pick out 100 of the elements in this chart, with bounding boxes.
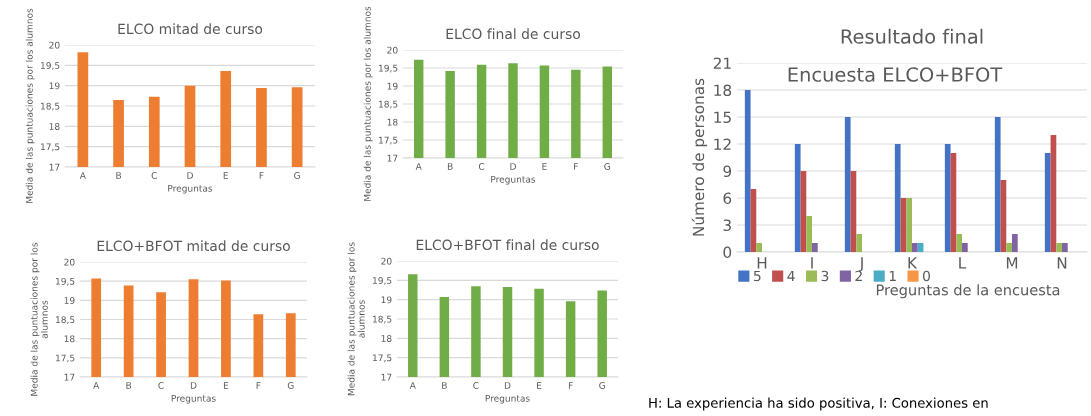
y-tick-label: 15 xyxy=(714,111,731,124)
y-tick-label: 18,5 xyxy=(56,316,75,324)
text: H: La experiencia ha sido positiva, I: Conexiones en xyxy=(649,397,988,411)
bar xyxy=(894,144,901,252)
y-tick-label: 18 xyxy=(49,123,60,130)
bar xyxy=(806,216,812,252)
chart-title: ELCO+BFOT mitad de curso xyxy=(97,240,290,252)
y-tick-label: 18 xyxy=(714,84,732,97)
x-tick-label: D xyxy=(510,163,516,170)
y-tick-label: 17,5 xyxy=(379,136,398,145)
bar xyxy=(994,117,1001,252)
y-tick-label: 17 xyxy=(49,163,60,171)
y-tick-label: 19 xyxy=(64,297,75,304)
y-tick-label: 21 xyxy=(713,57,731,69)
y-tick-label: 20 xyxy=(381,257,392,265)
legend-label: 0 xyxy=(922,270,930,282)
y-tick-label: 17,5 xyxy=(41,143,60,152)
bar xyxy=(1056,243,1062,252)
x-axis-title: Preguntas xyxy=(491,176,536,185)
x-tick-label: F xyxy=(568,382,573,389)
bar xyxy=(812,243,818,252)
y-tick-label: 19 xyxy=(49,82,60,90)
bar xyxy=(844,117,851,252)
x-axis-title: Preguntas xyxy=(168,185,213,194)
bar xyxy=(962,243,968,252)
y-tick-label: 19,5 xyxy=(56,277,75,286)
x-tick-label: L xyxy=(959,257,967,269)
bar xyxy=(856,234,862,252)
x-tick-label: E xyxy=(537,382,542,389)
y-axis-title: Media de las puntuaciones por los alumnos xyxy=(363,6,373,201)
x-tick-label: B xyxy=(126,382,132,389)
y-tick-label: 19 xyxy=(387,82,398,90)
x-tick-label: K xyxy=(908,257,918,269)
x-tick-label: D xyxy=(190,382,197,389)
bar xyxy=(744,90,751,252)
bar xyxy=(1044,153,1051,252)
x-tick-label: E xyxy=(542,163,547,170)
y-axis-title: Número de personas xyxy=(691,78,708,236)
bar xyxy=(944,144,951,252)
y-tick-label: 17,5 xyxy=(56,354,75,363)
chart-subtitle: Encuesta ELCO+BFOT xyxy=(788,67,1003,82)
y-tick-label: 12 xyxy=(714,138,731,150)
bar xyxy=(794,144,801,252)
x-tick-label: A xyxy=(409,382,416,389)
x-tick-label: D xyxy=(187,172,193,179)
x-tick-label: F xyxy=(256,382,261,389)
bar xyxy=(756,243,762,252)
x-tick-label: C xyxy=(478,163,485,170)
x-tick-label: H xyxy=(757,257,767,269)
chart-title: ELCO final de curso xyxy=(446,28,581,40)
x-tick-label: E xyxy=(223,172,228,179)
x-axis-title: Preguntas de la encuesta xyxy=(876,284,1060,299)
y-tick-label: 20 xyxy=(49,41,60,49)
x-tick-label: G xyxy=(294,172,300,179)
bar xyxy=(912,243,918,252)
bar xyxy=(1006,243,1012,252)
legend-label: 2 xyxy=(855,270,862,282)
x-tick-label: E xyxy=(223,382,229,389)
y-tick-label: 20 xyxy=(64,258,75,266)
bar xyxy=(1012,234,1018,252)
chart-title: Resultado final xyxy=(841,28,983,44)
y-tick-label: 3 xyxy=(723,219,731,232)
legend-label: 5 xyxy=(753,270,761,282)
y-tick-label: 17 xyxy=(381,373,392,381)
bar xyxy=(956,234,962,252)
legend-label: 3 xyxy=(821,270,829,282)
x-tick-label: F xyxy=(574,163,578,170)
chart-title: ELCO mitad de curso xyxy=(118,23,263,35)
y-axis-title: Media de las puntuaciones por los alumnos xyxy=(347,242,365,396)
x-tick-label: B xyxy=(442,382,447,389)
x-tick-label: C xyxy=(151,172,157,179)
x-tick-label: B xyxy=(447,163,453,170)
x-tick-label: A xyxy=(93,382,100,389)
x-tick-label: I xyxy=(811,257,813,269)
chart-title: ELCO+BFOT final de curso xyxy=(416,239,599,251)
y-tick-label: 19,5 xyxy=(373,277,392,285)
y-tick-label: 20 xyxy=(387,46,398,54)
y-tick-label: 17 xyxy=(64,373,75,381)
x-tick-label: C xyxy=(158,382,164,389)
y-tick-label: 18 xyxy=(381,335,392,342)
x-tick-label: J xyxy=(858,257,863,272)
x-tick-label: N xyxy=(1057,257,1067,269)
y-tick-label: 19,5 xyxy=(379,64,398,73)
bar xyxy=(1062,243,1068,252)
x-axis-title: Preguntas xyxy=(171,395,216,404)
y-tick-label: 18,5 xyxy=(373,315,392,324)
x-tick-label: D xyxy=(504,382,511,389)
x-tick-label: C xyxy=(473,382,479,389)
y-tick-label: 19 xyxy=(381,296,392,304)
y-tick-label: 18,5 xyxy=(379,100,398,109)
x-tick-label: A xyxy=(415,163,422,170)
y-tick-label: 18 xyxy=(64,335,75,343)
y-axis-title: Media de las puntuaciones por los alumnos xyxy=(30,242,48,396)
y-tick-label: 18,5 xyxy=(41,102,60,111)
y-tick-label: 17,5 xyxy=(373,354,392,363)
x-tick-label: B xyxy=(116,172,122,179)
x-tick-label: M xyxy=(1006,257,1018,269)
x-tick-label: A xyxy=(79,172,86,179)
x-tick-label: G xyxy=(604,163,611,170)
legend-label: 4 xyxy=(787,270,795,282)
